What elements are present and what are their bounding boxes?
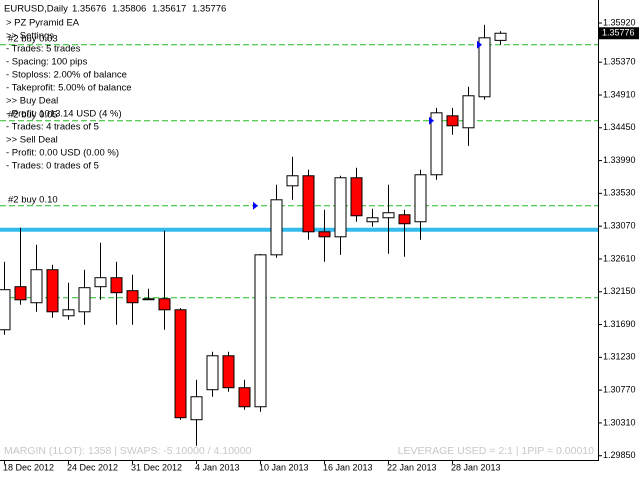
candle-body-up	[414, 174, 427, 223]
x-tick-label: 16 Jan 2013	[323, 462, 373, 472]
candle-body-down	[46, 269, 59, 313]
order-label: #2 buy 0.05	[8, 109, 58, 120]
x-tick-label: 24 Dec 2012	[67, 462, 118, 472]
y-tick-label: 1.31230	[603, 352, 636, 362]
y-tick-label: 1.30310	[603, 417, 636, 427]
info-line: >> Buy Deal	[6, 96, 58, 107]
header-low: 1.35617	[152, 4, 186, 15]
candle-body-up	[254, 254, 267, 408]
candle-body-up	[206, 355, 219, 391]
candle-body-up	[62, 309, 75, 317]
candle-body-down	[446, 115, 459, 127]
footer-right: LEVERAGE USED = 2:1 | 1PIP = 0.00010	[398, 445, 594, 457]
info-line: - Trades: 0 trades of 5	[6, 161, 99, 172]
x-tick-label: 4 Jan 2013	[195, 462, 240, 472]
candle-body-down	[238, 387, 251, 408]
candle-body-down	[350, 177, 363, 217]
y-tick-label: 1.35920	[603, 17, 636, 27]
candle-body-down	[126, 290, 139, 304]
candle-body-up	[286, 175, 299, 187]
y-tick-label: 1.31690	[603, 319, 636, 329]
x-tick-label: 18 Dec 2012	[3, 462, 54, 472]
candle-body-up	[0, 289, 11, 331]
y-tick-label: 1.30770	[603, 385, 636, 395]
info-line: - Trades: 5 trades	[6, 44, 81, 55]
header-open: 1.35676	[72, 4, 106, 15]
order-label: #2 buy 0.03	[8, 33, 58, 44]
candle-body-down	[302, 175, 315, 233]
info-line: >> Sell Deal	[6, 135, 58, 146]
candle-body-up	[30, 269, 43, 304]
candle-body-down	[110, 277, 123, 294]
y-tick-label: 1.33070	[603, 221, 636, 231]
plot	[0, 24, 598, 446]
candle-body-down	[158, 298, 171, 311]
entry-arrow	[477, 40, 482, 49]
x-tick-label: 10 Jan 2013	[259, 462, 309, 472]
candle-body-up	[494, 32, 507, 41]
candle-body-up	[462, 95, 475, 129]
y-tick-label: 1.32610	[603, 253, 636, 263]
y-tick-label: 1.33990	[603, 155, 636, 165]
footer-left: MARGIN (1LOT): 1358 | SWAPS: -5.10000 / …	[4, 445, 252, 457]
info-line: >> Settings	[6, 31, 54, 42]
candle-body-up	[270, 199, 283, 256]
header-close: 1.35776	[192, 4, 226, 15]
candle-body-down	[318, 231, 331, 238]
candle-body-up	[382, 212, 395, 219]
x-tick-label: 28 Jan 2013	[451, 462, 501, 472]
current-price: 1.35776	[602, 28, 635, 38]
candle-body-up	[334, 177, 347, 238]
candle-body-up	[478, 37, 491, 98]
candle-body-down	[14, 286, 27, 301]
header-high: 1.35806	[112, 4, 146, 15]
entry-arrow	[253, 201, 258, 210]
y-tick-label: 1.29850	[603, 450, 636, 460]
candle-body-down	[398, 214, 411, 225]
chart-title: EURUSD,Daily	[4, 4, 68, 15]
y-tick-label: 1.34910	[603, 89, 636, 99]
current-price-box	[599, 27, 639, 40]
candle-body-down	[142, 298, 155, 301]
y-tick-label: 1.34450	[603, 122, 636, 132]
info-line: - Trades: 4 trades of 5	[6, 122, 99, 133]
info-line: - Spacing: 100 pips	[6, 57, 88, 68]
info-line: > PZ Pyramid EA	[6, 18, 80, 29]
candle-body-down	[174, 309, 187, 419]
y-tick-label: 1.33530	[603, 188, 636, 198]
entry-arrow	[429, 116, 434, 125]
info-line: - Stoploss: 2.00% of balance	[6, 70, 127, 81]
y-tick-label: 1.32150	[603, 286, 636, 296]
info-line: - Takeprofit: 5.00% of balance	[6, 83, 132, 94]
info-line: - Profit: 1013.14 USD (4 %)	[6, 109, 122, 120]
info-line: - Profit: 0.00 USD (0.00 %)	[6, 148, 119, 159]
y-tick-label: 1.35370	[603, 57, 636, 67]
candle-body-up	[190, 396, 203, 421]
candle-body-up	[430, 112, 443, 176]
x-tick-label: 31 Dec 2012	[131, 462, 182, 472]
candle-body-up	[78, 287, 91, 313]
order-label: #2 buy 0.10	[8, 194, 58, 205]
candle-body-up	[94, 277, 107, 288]
candle-body-down	[222, 355, 235, 389]
x-tick-label: 22 Jan 2013	[387, 462, 437, 472]
candle-body-up	[366, 217, 379, 223]
